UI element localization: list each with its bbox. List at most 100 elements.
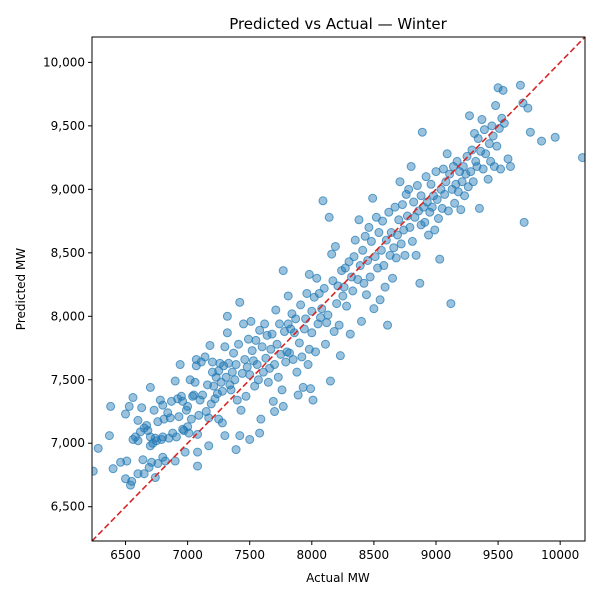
x-tick-label: 6500 (110, 548, 141, 562)
data-point (358, 245, 368, 255)
data-point (404, 184, 414, 194)
data-point (149, 405, 159, 415)
data-point (270, 407, 280, 417)
data-point (442, 149, 452, 159)
x-tick-label: 8500 (359, 548, 390, 562)
reference-line-layer (92, 37, 585, 541)
data-point (345, 329, 355, 339)
data-point (435, 254, 445, 264)
data-point (137, 403, 147, 413)
data-point (92, 466, 98, 476)
data-point (217, 418, 227, 428)
data-point (424, 230, 434, 240)
data-point (461, 169, 471, 179)
data-point (452, 156, 462, 166)
y-tick-label: 8,000 (51, 309, 85, 323)
data-point (217, 386, 227, 396)
data-point (231, 445, 241, 455)
data-point (491, 101, 501, 111)
data-point (392, 230, 402, 240)
data-point (170, 456, 180, 466)
data-point (550, 132, 560, 142)
data-point (474, 203, 484, 213)
data-point (401, 189, 411, 199)
points-layer (92, 80, 585, 490)
data-point (323, 310, 333, 320)
y-tick-label: 7,500 (51, 373, 85, 387)
data-point (174, 412, 184, 422)
data-point (226, 385, 236, 395)
data-point (240, 354, 250, 364)
data-point (468, 177, 478, 187)
x-tick-label: 7500 (234, 548, 265, 562)
data-point (338, 291, 348, 301)
data-point (466, 167, 476, 177)
data-point (229, 348, 239, 358)
data-point (457, 177, 467, 187)
data-point (273, 372, 283, 382)
data-point (515, 80, 525, 90)
data-point (481, 149, 491, 159)
data-point (243, 334, 253, 344)
data-point (578, 153, 585, 163)
data-point (375, 295, 385, 305)
data-point (467, 145, 477, 155)
y-tick-label: 10,000 (43, 55, 85, 69)
data-point (322, 318, 332, 328)
data-point (275, 319, 285, 329)
data-point (165, 413, 175, 423)
data-point (239, 319, 248, 329)
data-point (263, 377, 273, 387)
data-point (128, 393, 138, 403)
data-point (456, 205, 466, 215)
data-point (355, 261, 365, 271)
y-axis-label: Predicted MW (14, 248, 28, 331)
data-point (189, 390, 199, 400)
data-point (271, 305, 281, 315)
data-point (194, 410, 204, 420)
data-point (207, 357, 217, 367)
data-point (220, 431, 230, 441)
data-point (525, 127, 535, 137)
data-point (205, 340, 215, 350)
data-point (175, 360, 185, 370)
data-point (519, 217, 529, 227)
data-point (391, 253, 401, 263)
data-point (379, 261, 389, 271)
data-point (234, 339, 244, 349)
data-point (368, 193, 378, 203)
data-point (425, 207, 435, 217)
data-point (484, 139, 494, 149)
data-point (171, 432, 181, 442)
data-point (121, 409, 131, 419)
data-point (477, 115, 487, 125)
data-point (417, 127, 427, 137)
data-point (106, 401, 116, 411)
data-point (498, 85, 508, 95)
data-point (493, 83, 503, 93)
data-point (255, 428, 265, 438)
data-point (212, 389, 222, 399)
data-point (407, 236, 417, 246)
data-point (231, 360, 241, 370)
data-point (241, 391, 251, 401)
reference-line (92, 37, 585, 541)
data-point (380, 282, 390, 292)
data-point (465, 111, 475, 121)
data-point (235, 431, 245, 441)
data-point (220, 342, 230, 352)
data-point (365, 272, 375, 282)
data-point (537, 136, 547, 146)
data-point (363, 255, 373, 265)
data-point (395, 177, 405, 187)
data-point (431, 167, 441, 177)
data-point (307, 328, 317, 338)
data-point (246, 316, 256, 326)
data-point (108, 464, 118, 474)
data-point (270, 360, 280, 370)
data-point (297, 352, 307, 362)
data-point (188, 391, 198, 401)
data-point (294, 338, 304, 348)
